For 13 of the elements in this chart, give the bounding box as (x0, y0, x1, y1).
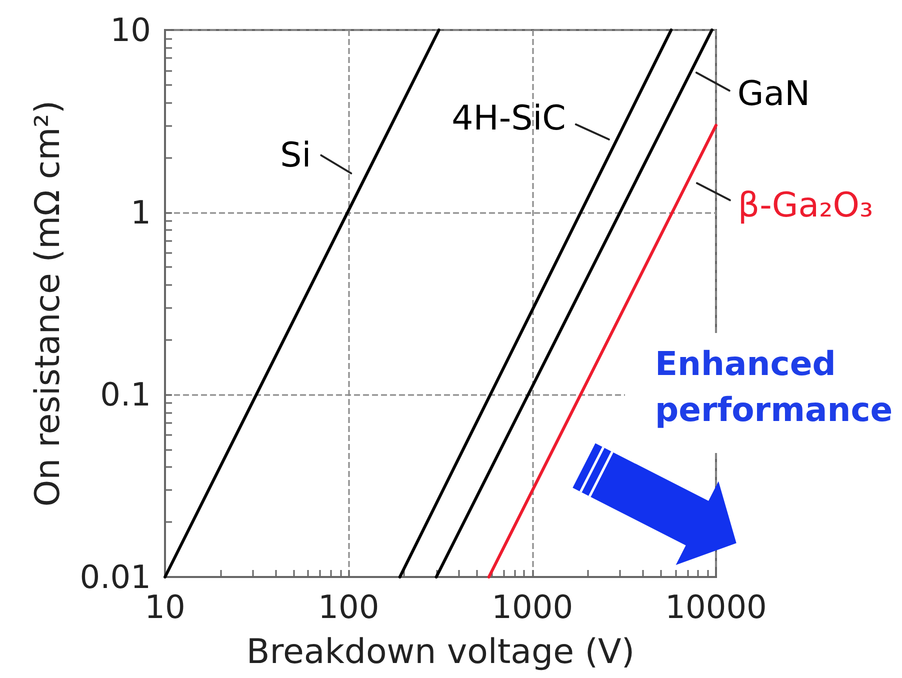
y-tick-label: 1 (130, 193, 151, 232)
x-axis-title: Breakdown voltage (V) (246, 632, 635, 672)
x-tick-label: 1000 (492, 588, 574, 626)
y-tick-label: 0.1 (100, 376, 151, 414)
x-tick-label: 10000 (665, 588, 767, 626)
series-label: GaN (737, 74, 810, 114)
series-label: 4H-SiC (452, 98, 566, 139)
y-tick-label: 10 (110, 11, 151, 49)
series-label: β-Ga₂O₃ (738, 185, 874, 226)
x-tick-label: 100 (318, 588, 380, 626)
y-axis-title: On resistance (mΩ cm²) (28, 100, 68, 507)
series-label: Si (280, 136, 312, 176)
annotation: Enhanced performance (655, 344, 893, 429)
